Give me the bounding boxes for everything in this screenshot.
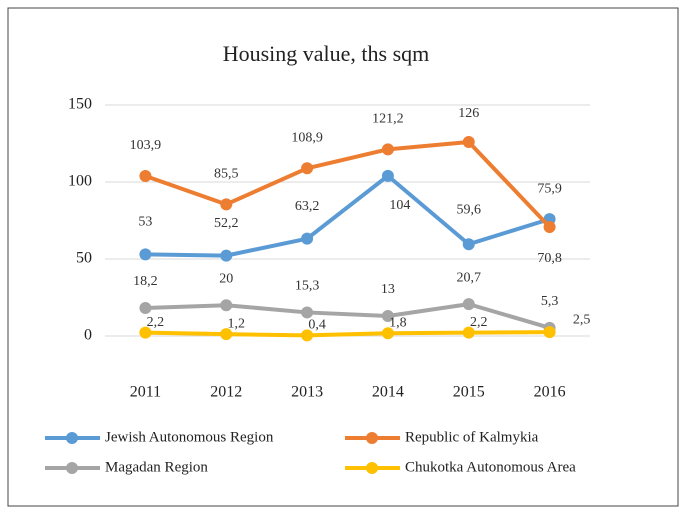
legend-label: Chukotka Autonomous Area xyxy=(405,459,576,475)
data-point xyxy=(543,326,556,339)
data-label: 52,2 xyxy=(214,216,239,231)
series-line xyxy=(145,302,551,330)
x-tick-label: 2014 xyxy=(372,384,404,401)
data-label: 2,2 xyxy=(470,315,488,330)
y-tick-label: 100 xyxy=(68,173,92,190)
data-point xyxy=(381,327,394,340)
series-line xyxy=(145,330,550,338)
data-label: 70,8 xyxy=(537,251,562,266)
data-label: 104 xyxy=(389,198,410,213)
data-point xyxy=(462,135,475,148)
data-point xyxy=(139,248,152,261)
x-tick-label: 2013 xyxy=(291,384,323,401)
data-point xyxy=(462,298,475,311)
data-label: 20,7 xyxy=(457,270,482,285)
y-tick-label: 150 xyxy=(68,96,92,113)
legend-marker xyxy=(366,432,378,444)
legend-label: Republic of Kalmykia xyxy=(405,429,539,445)
data-point xyxy=(301,329,314,342)
data-label: 126 xyxy=(458,106,479,121)
data-label: 18,2 xyxy=(133,274,158,289)
data-label: 108,9 xyxy=(291,131,323,146)
data-label: 2,5 xyxy=(573,312,591,327)
data-label: 63,2 xyxy=(295,199,320,214)
legend-marker xyxy=(366,462,378,474)
data-label: 5,3 xyxy=(541,294,559,309)
x-tick-label: 2012 xyxy=(210,384,242,401)
legend-marker xyxy=(66,462,78,474)
data-point xyxy=(381,309,394,322)
data-label: 2,2 xyxy=(147,315,165,330)
legend-marker xyxy=(66,432,78,444)
data-label: 121,2 xyxy=(372,112,404,127)
series-line xyxy=(145,173,551,258)
data-label: 15,3 xyxy=(295,279,320,294)
data-point xyxy=(220,328,233,341)
data-label: 53 xyxy=(138,215,152,230)
data-point xyxy=(301,306,314,319)
data-label: 1,8 xyxy=(389,315,407,330)
chart-border xyxy=(7,7,679,507)
y-tick-label: 0 xyxy=(84,327,92,344)
data-point xyxy=(543,220,556,233)
data-label: 59,6 xyxy=(457,202,482,217)
x-tick-label: 2011 xyxy=(130,384,161,401)
data-point xyxy=(220,299,233,312)
data-label: 1,2 xyxy=(228,316,246,331)
data-label: 13 xyxy=(381,282,395,297)
chart-title: Housing value, ths sqm xyxy=(223,41,430,66)
y-tick-label: 50 xyxy=(76,250,92,267)
data-label: 20 xyxy=(219,271,233,286)
data-label: 75,9 xyxy=(537,181,562,196)
x-tick-label: 2016 xyxy=(534,384,566,401)
legend-label: Magadan Region xyxy=(105,459,208,475)
data-label: 85,5 xyxy=(214,167,239,182)
data-label: 103,9 xyxy=(130,138,162,153)
data-point xyxy=(139,169,152,182)
data-point xyxy=(139,301,152,314)
series-line xyxy=(144,139,552,229)
data-point xyxy=(301,162,314,175)
data-point xyxy=(381,143,394,156)
data-point xyxy=(220,198,233,211)
data-point xyxy=(301,232,314,245)
x-tick-label: 2015 xyxy=(453,384,485,401)
data-point xyxy=(462,326,475,339)
data-point xyxy=(139,326,152,339)
data-point xyxy=(381,169,394,182)
data-point xyxy=(220,249,233,262)
data-point xyxy=(462,238,475,251)
data-label: 0,4 xyxy=(308,318,326,333)
legend-label: Jewish Autonomous Region xyxy=(105,429,274,445)
